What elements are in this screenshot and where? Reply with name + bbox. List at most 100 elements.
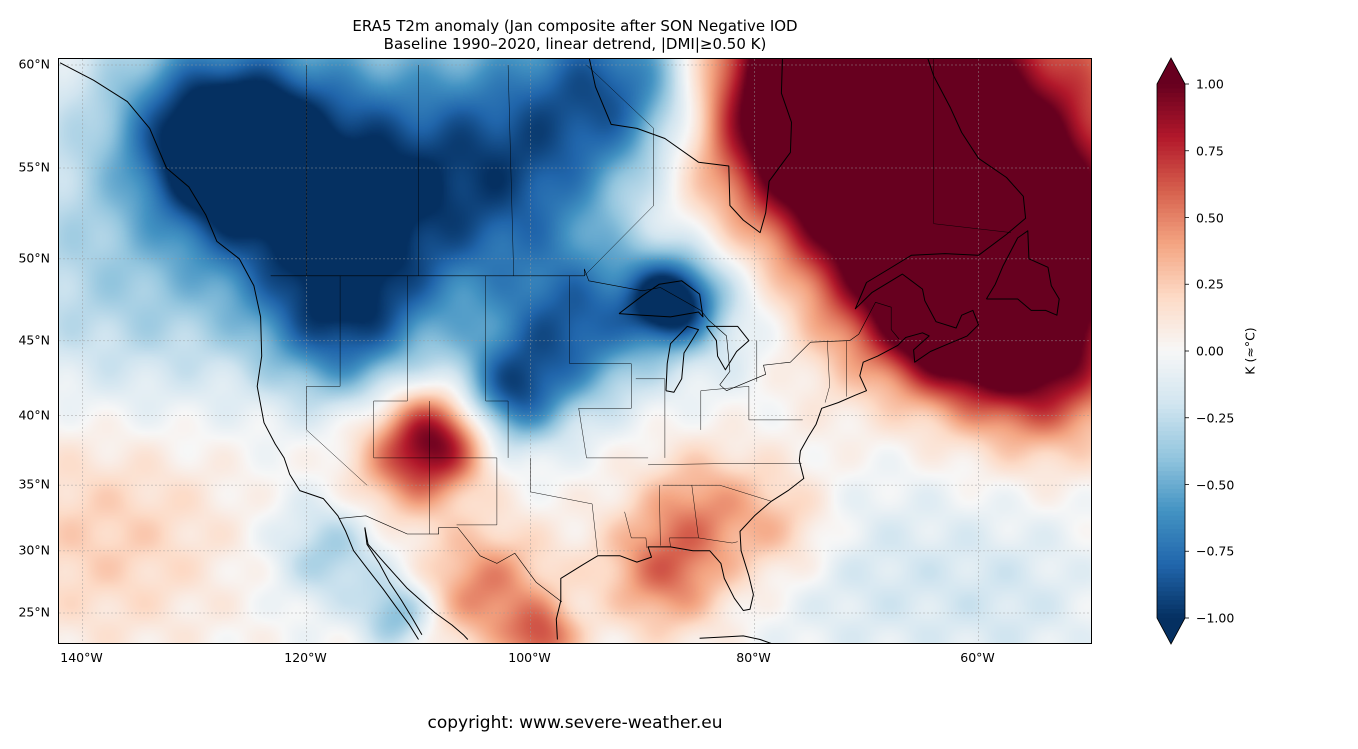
colorbar-segment (1157, 404, 1185, 410)
admin-border (662, 484, 772, 502)
colorbar-segment (1157, 533, 1185, 539)
map-overlay (59, 59, 1091, 643)
colorbar-segment (1157, 377, 1185, 383)
colorbar-segment (1157, 399, 1185, 405)
coastline-newfoundland (985, 230, 1060, 316)
colorbar-segment (1157, 373, 1185, 379)
colorbar-segment (1157, 609, 1185, 615)
map-plot-area (58, 58, 1092, 644)
colorbar-segment (1157, 293, 1185, 299)
colorbar-tick-label: 0.75 (1196, 143, 1224, 159)
colorbar-segment (1157, 244, 1185, 250)
colorbar-segment (1157, 413, 1185, 419)
colorbar-segment (1157, 328, 1185, 334)
colorbar-segment (1157, 181, 1185, 187)
colorbar-segment (1157, 195, 1185, 201)
colorbar-segment (1157, 288, 1185, 294)
colorbar-segment (1157, 515, 1185, 521)
x-tick-label: 80°W (736, 650, 771, 665)
colorbar-segment (1157, 604, 1185, 610)
colorbar-segment (1157, 586, 1185, 592)
colorbar-segment (1157, 497, 1185, 503)
colorbar-segment (1157, 164, 1185, 170)
colorbar-extend-max (1157, 58, 1185, 84)
colorbar-tick-label: −0.50 (1196, 477, 1235, 492)
colorbar-segment (1157, 173, 1185, 179)
colorbar-segment (1157, 106, 1185, 112)
colorbar-segment (1157, 199, 1185, 205)
x-tick-label: 120°W (284, 650, 327, 665)
coastline-cuba (699, 635, 772, 643)
colorbar-segment (1157, 204, 1185, 210)
coastline-baja-east (364, 527, 423, 635)
colorbar-segment (1157, 564, 1185, 570)
colorbar-tick-label: 0.50 (1196, 210, 1224, 225)
colorbar-segment (1157, 440, 1185, 446)
colorbar-segment (1157, 351, 1185, 357)
colorbar-segment (1157, 262, 1185, 268)
admin-border (824, 340, 830, 403)
colorbar-segment (1157, 488, 1185, 494)
colorbar-segment (1157, 88, 1185, 94)
colorbar-segment (1157, 466, 1185, 472)
colorbar-segment (1157, 573, 1185, 579)
y-tick-label: 30°N (18, 542, 50, 558)
colorbar-segment (1157, 342, 1185, 348)
colorbar-segment (1157, 462, 1185, 468)
colorbar-tick-label: 1.00 (1196, 76, 1224, 92)
y-tick-label: 45°N (18, 332, 50, 348)
admin-border (933, 59, 1012, 233)
colorbar-segment (1157, 319, 1185, 325)
colorbar-segment (1157, 110, 1185, 116)
colorbar (1156, 57, 1189, 645)
colorbar-segment (1157, 364, 1185, 370)
colorbar-segment (1157, 435, 1185, 441)
colorbar-segment (1157, 92, 1185, 98)
colorbar-segment (1157, 537, 1185, 543)
colorbar-segment (1157, 591, 1185, 597)
admin-border (373, 275, 497, 459)
colorbar-tick-label: −1.00 (1196, 610, 1235, 626)
colorbar-tick-label: −0.75 (1196, 543, 1235, 559)
colorbar-segment (1157, 408, 1185, 414)
colorbar-segment (1157, 346, 1185, 352)
colorbar-segment (1157, 150, 1185, 156)
admin-border (584, 64, 654, 276)
colorbar-segment (1157, 560, 1185, 566)
colorbar-segment (1157, 542, 1185, 548)
colorbar-segment (1157, 453, 1185, 459)
colorbar-segment (1157, 502, 1185, 508)
colorbar-segment (1157, 84, 1185, 90)
coastline-pacific (59, 62, 419, 640)
colorbar-segment (1157, 493, 1185, 499)
admin-border (700, 386, 803, 430)
colorbar-segment (1157, 132, 1185, 138)
colorbar-segment (1157, 524, 1185, 530)
copyright-text: copyright: www.severe-weather.eu (427, 713, 723, 733)
colorbar-segment (1157, 613, 1185, 619)
y-tick-label: 40°N (18, 407, 50, 423)
y-tick-label: 60°N (18, 56, 50, 72)
colorbar-segment (1157, 306, 1185, 312)
admin-border (456, 457, 498, 526)
colorbar-segment (1157, 577, 1185, 583)
colorbar-segment (1157, 128, 1185, 134)
colorbar-segment (1157, 368, 1185, 374)
colorbar-segment (1157, 426, 1185, 432)
colorbar-segment (1157, 177, 1185, 183)
colorbar-title: K (≈°C) (1242, 327, 1258, 375)
chart-title: ERA5 T2m anomaly (Jan composite after SO… (352, 17, 798, 35)
admin-border (530, 457, 598, 555)
colorbar-segment (1157, 168, 1185, 174)
coastline-gulf-atlantic (555, 59, 1027, 640)
y-tick-label: 55°N (18, 159, 50, 175)
colorbar-segment (1157, 146, 1185, 152)
y-tick-label: 50°N (18, 250, 50, 266)
colorbar-segment (1157, 444, 1185, 450)
colorbar-segment (1157, 137, 1185, 143)
colorbar-segment (1157, 386, 1185, 392)
admin-border (648, 463, 802, 466)
colorbar-segment (1157, 569, 1185, 575)
colorbar-tick-label: 0.25 (1196, 276, 1224, 292)
colorbar-segment (1157, 391, 1185, 397)
